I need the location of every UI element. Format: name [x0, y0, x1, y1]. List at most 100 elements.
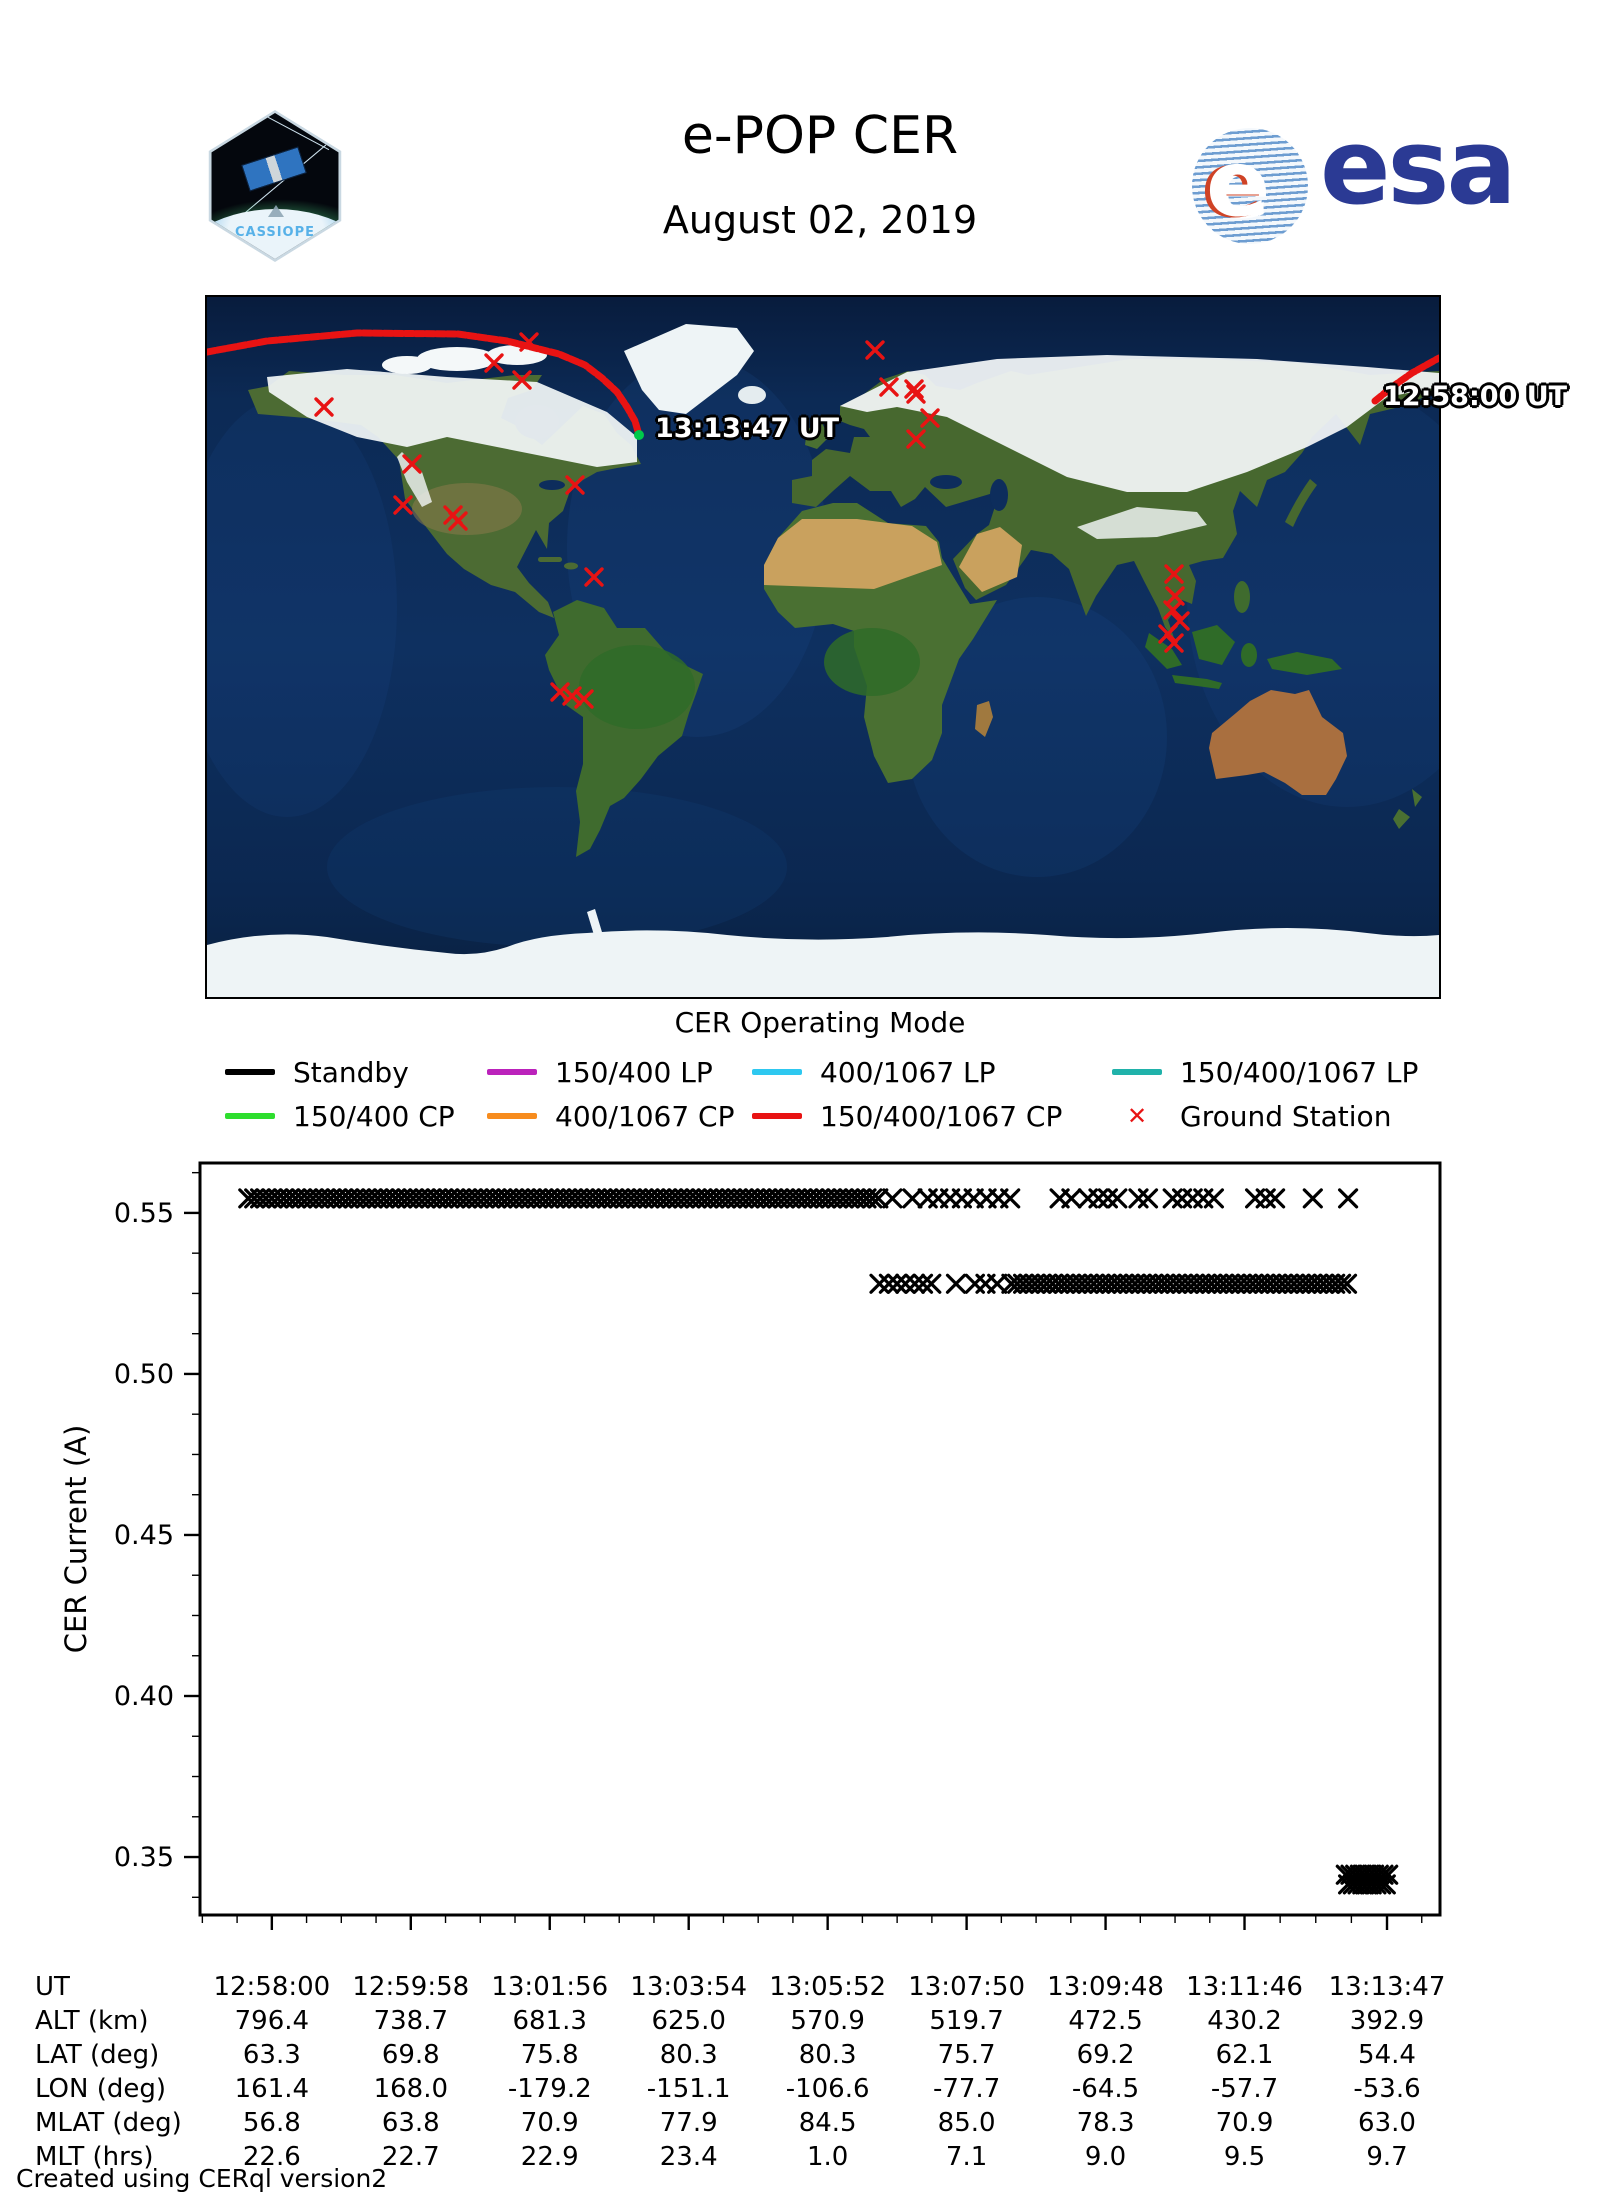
world-map: 13:13:47 UT 12:58:00 UT [205, 295, 1567, 999]
y-axis-minor-ticks [192, 1171, 200, 1898]
table-cell: -151.1 [646, 2074, 731, 2104]
ground-station-x-icon [865, 340, 885, 360]
table-cell: 75.7 [937, 2040, 996, 2070]
ground-station-x-icon [574, 689, 594, 709]
esa-globe-letter: e [1206, 130, 1269, 237]
legend-item-label: 150/400 CP [293, 1099, 455, 1133]
satellite-icon [241, 146, 307, 192]
table-cell: 13:07:50 [908, 1972, 1025, 2002]
legend-item: Standby [225, 1054, 409, 1090]
svg-text:0.40: 0.40 [114, 1681, 174, 1712]
table-cell: 168.0 [373, 2074, 448, 2104]
x-axis-ticks [270, 1915, 1389, 1930]
legend-item: ✕ Ground Station [1112, 1098, 1392, 1134]
esa-wordmark: esa [1320, 106, 1517, 228]
satellite-position-dot [634, 430, 644, 440]
ground-station-x-icon [1164, 564, 1184, 584]
table-cell: -53.6 [1353, 2074, 1421, 2104]
table-cell: 62.1 [1215, 2040, 1274, 2070]
legend-item-label: 400/1067 CP [555, 1099, 735, 1133]
table-row-label: LON (deg) [35, 2074, 167, 2104]
legend-item-label: 150/400/1067 CP [820, 1099, 1063, 1133]
table-cell: 70.9 [1215, 2108, 1274, 2138]
table-cell: 430.2 [1207, 2006, 1282, 2036]
table-cell: 70.9 [520, 2108, 579, 2138]
legend-item: 150/400 CP [225, 1098, 455, 1134]
table-row-label: MLT (hrs) [35, 2142, 154, 2172]
table-row: LAT (deg) 63.3 69.8 75.8 80.3 80.3 75.7 69.2 62.… [0, 2040, 1600, 2074]
plot-area: 0.35 0.40 0.45 0.50 0.55 CER Current (A) [59, 1161, 1442, 1930]
legend-item: 150/400/1067 CP [752, 1098, 1062, 1134]
patch-artwork: CASSIOPE [211, 113, 339, 259]
ground-station-x-icon [393, 495, 413, 515]
ground-station-x-icon [1164, 633, 1184, 653]
cassiope-mission-patch: CASSIOPE [203, 110, 347, 262]
legend-line-swatch [1112, 1069, 1162, 1075]
legend-item: 400/1067 LP [752, 1054, 996, 1090]
ground-station-x-icon [565, 475, 585, 495]
legend-line-swatch [225, 1113, 275, 1119]
table-row: MLAT (deg) 56.8 63.8 70.9 77.9 84.5 85.0 78.3 70… [0, 2108, 1600, 2142]
table-cell: 1.0 [806, 2142, 849, 2172]
ground-station-x-icon [402, 454, 422, 474]
table-cell: 13:09:48 [1047, 1972, 1164, 2002]
svg-text:0.35: 0.35 [114, 1842, 174, 1873]
ground-station-x-icon [906, 429, 926, 449]
table-cell: 75.8 [520, 2040, 579, 2070]
svg-text:0.50: 0.50 [114, 1359, 174, 1390]
table-row-label: LAT (deg) [35, 2040, 160, 2070]
table-cell: 63.0 [1358, 2108, 1416, 2138]
ground-station-x-icon [906, 384, 926, 404]
antenna-boom-icon [222, 113, 330, 151]
legend-line-swatch [487, 1113, 537, 1119]
table-cell: 625.0 [651, 2006, 726, 2036]
table-cell: 12:58:00 [213, 1972, 331, 2002]
legend-item-label: 400/1067 LP [820, 1055, 996, 1089]
table-cell: 13:05:52 [769, 1972, 887, 2002]
patch-emblem-icon [268, 205, 284, 217]
page-title: e-POP CER [681, 106, 959, 166]
legend-item: 150/400 LP [487, 1054, 713, 1090]
table-cell: 12:59:58 [352, 1972, 470, 2002]
table-cell: 80.3 [659, 2040, 718, 2070]
legend-item: 150/400/1067 LP [1112, 1054, 1418, 1090]
y-axis-ticks [184, 1211, 200, 1859]
table-row-label: MLAT (deg) [35, 2108, 182, 2138]
table-cell: 13:11:46 [1186, 1972, 1303, 2002]
ground-station-x-icon [584, 567, 604, 587]
table-cell: 22.9 [520, 2142, 579, 2172]
legend-line-swatch [752, 1069, 802, 1075]
ground-station-x-icon [879, 377, 899, 397]
legend-line-swatch [752, 1113, 802, 1119]
table-row: LON (deg) 161.4 168.0 -179.2 -151.1 -106.6 -77… [0, 2074, 1600, 2108]
legend-item: 400/1067 CP [487, 1098, 734, 1134]
ground-station-x-icon [920, 408, 940, 428]
ground-station-x-icon [314, 397, 334, 417]
legend-line-swatch [225, 1069, 275, 1075]
legend-title: CER Operating Mode [674, 1006, 966, 1039]
table-cell: 796.4 [234, 2006, 310, 2036]
table-cell: 13:13:47 [1328, 1972, 1446, 2002]
ground-station-marker-icon: ✕ [1126, 1102, 1148, 1130]
table-cell: 681.3 [512, 2006, 587, 2036]
table-cell: 84.5 [798, 2108, 857, 2138]
world-map-image [207, 297, 1439, 997]
table-cell: -77.7 [932, 2074, 1001, 2104]
legend-row: 150/400 CP 400/1067 CP 150/400/1067 CP ✕ Gro… [0, 1098, 1600, 1134]
ground-station-x-icon [1158, 624, 1178, 644]
track-start-time-label: 12:58:00 UT [1383, 381, 1568, 412]
table-cell: 80.3 [798, 2040, 857, 2070]
table-cell: 85.0 [937, 2108, 996, 2138]
table-cell: 69.8 [381, 2040, 440, 2070]
ground-station-x-icon [550, 682, 570, 702]
ground-station-x-icon [1163, 600, 1183, 620]
table-cell: 69.2 [1076, 2040, 1135, 2070]
table-row: MLT (hrs) 22.6 22.7 22.9 23.4 1.0 7.1 9.0 9.5 9.7 [0, 2142, 1600, 2176]
ground-station-x-icon [904, 379, 924, 399]
table-cell: 738.7 [373, 2006, 448, 2036]
y-axis-label: CER Current (A) [59, 1425, 93, 1654]
table-cell: 77.9 [659, 2108, 718, 2138]
ground-station-x-icon [512, 370, 532, 390]
table-row: ALT (km) 796.4 738.7 681.3 625.0 570.9 519.7 47… [0, 2006, 1600, 2040]
